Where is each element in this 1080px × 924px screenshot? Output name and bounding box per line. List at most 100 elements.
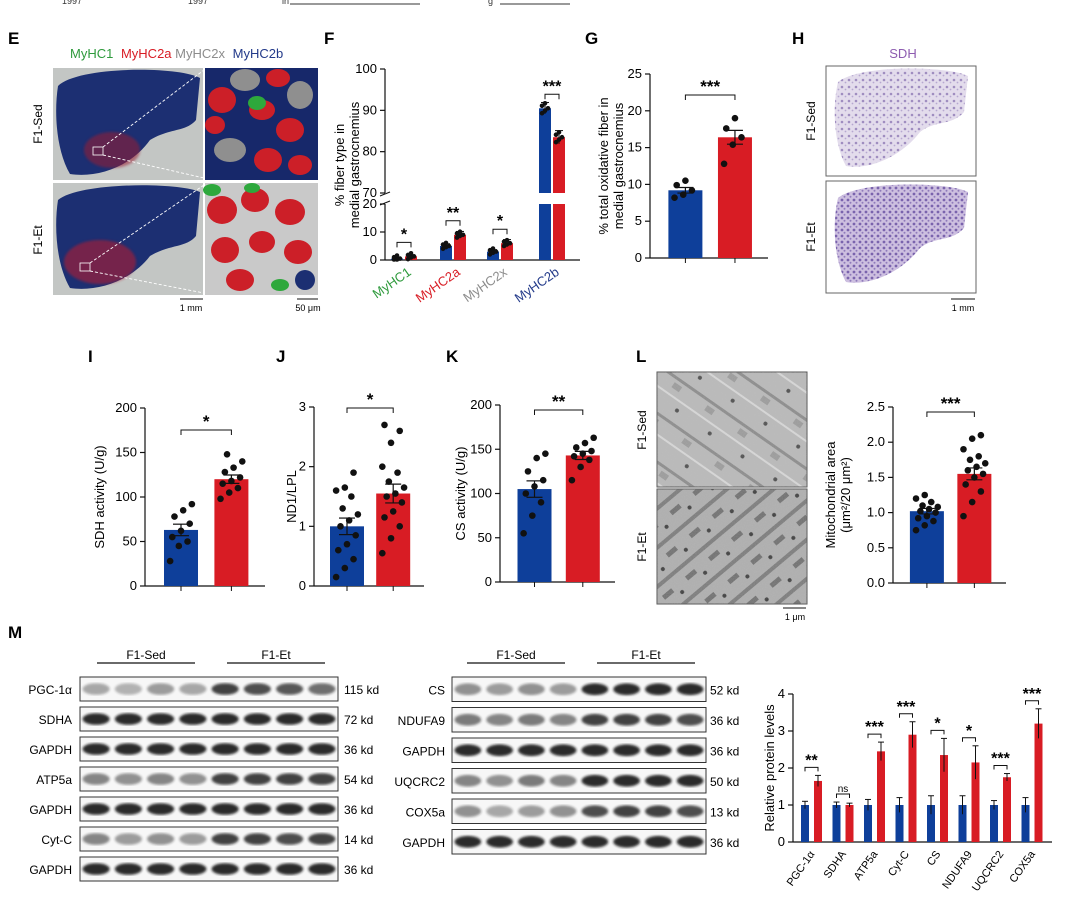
blot-left-et-label: F1-Et (261, 648, 291, 662)
x-tick-label: ATP5a (852, 848, 881, 882)
y-axis-label: CS activity (U/g) (453, 447, 468, 541)
data-point (332, 487, 340, 494)
fiber (214, 138, 246, 162)
blot-band (179, 833, 207, 845)
blot-band (454, 805, 482, 818)
blot-band (276, 803, 304, 815)
data-point (341, 564, 349, 572)
data-point (524, 468, 532, 475)
significance-label: *** (897, 699, 916, 716)
bar-MyHC2x-F1-Sed (487, 251, 499, 260)
y-axis-label: % total oxidative fiber inmedial gastroc… (596, 97, 626, 234)
data-point (341, 484, 349, 491)
fiber (207, 196, 237, 224)
blot-band (114, 833, 142, 845)
blot-right-et-label: F1-Et (631, 648, 661, 662)
data-point (964, 467, 972, 474)
y-axis-label-line: CS activity (U/g) (453, 447, 468, 541)
y-tick-label: 25 (628, 66, 642, 81)
x-tick-label: SDHA (822, 848, 850, 880)
blot-band (211, 773, 239, 785)
data-point (493, 249, 499, 254)
bar-MyHC2b-F1-Sed (539, 108, 551, 193)
data-point (590, 434, 597, 442)
blot-band (676, 835, 704, 848)
y-tick-label: 20 (363, 196, 377, 211)
panel-L-images: L F1-Sed F1-Et 1 μm (635, 347, 808, 622)
data-point (960, 445, 967, 453)
significance-label: * (966, 723, 973, 740)
blot-band (308, 833, 336, 845)
panel-L-row-et: F1-Et (635, 532, 649, 562)
blot-band (276, 713, 304, 725)
y-tick-label: 200 (470, 397, 492, 412)
data-point (457, 229, 463, 235)
sdh-sed-section (834, 68, 968, 167)
data-point (971, 474, 978, 481)
significance-bracket (492, 228, 508, 235)
blot-band (243, 713, 271, 725)
data-point (387, 439, 395, 447)
x-tick-label: MyHC2x (460, 264, 510, 305)
y-axis-label: Relative protein levels (762, 704, 777, 832)
blot-band (581, 835, 609, 848)
bar-CS-F1-Sed (927, 805, 935, 842)
blot-band (114, 683, 142, 695)
data-point (221, 468, 229, 476)
data-point (379, 549, 386, 557)
blot-band (676, 805, 704, 818)
fiber (203, 184, 221, 196)
blot-band (147, 773, 175, 785)
y-tick-label: 150 (470, 441, 492, 456)
panel-H: H SDH F1-Sed F1-Et 1 mm (792, 29, 977, 313)
ihc-et-red-cluster (64, 240, 136, 284)
panel-H-letter: H (792, 29, 804, 48)
data-point (460, 232, 466, 238)
data-point (217, 495, 224, 503)
data-point (966, 456, 974, 464)
blot-kd: 54 kd (344, 773, 373, 787)
data-point (230, 464, 237, 471)
data-point (234, 484, 242, 492)
bar-NDUFA9-F1-Et (971, 762, 980, 842)
blot-label: PGC-1α (28, 683, 72, 697)
significance-bracket (836, 793, 850, 799)
fiber (271, 279, 289, 291)
blot-band (211, 863, 239, 875)
data-point (588, 447, 595, 455)
significance-label: ** (447, 205, 460, 222)
chart-L: L0.00.51.01.52.02.5***Mitochondrial area… (823, 394, 1006, 590)
blot-band (518, 713, 545, 726)
x-tick-label: MyHC1 (370, 264, 414, 301)
ihc-sed-zoom-box (92, 146, 104, 156)
bar-F1-Sed (909, 511, 944, 583)
ihc-et-zoom-line-1 (89, 184, 205, 264)
bar-SDHA-F1-Sed (832, 805, 841, 842)
data-point (219, 480, 226, 487)
chart-K: K 0 50 100 150 200 ** CS activity (U/g) (446, 347, 615, 589)
y-axis-label: SDH activity (U/g) (92, 445, 107, 548)
blot-band (179, 743, 207, 755)
y-tick-label: 3 (299, 399, 306, 414)
data-point (166, 557, 174, 565)
y-axis-label: Mitochondrial area(μm²/20 μm²) (823, 441, 853, 549)
data-point (720, 160, 728, 168)
significance-label: * (367, 390, 374, 409)
fiber (295, 270, 315, 290)
data-point (545, 105, 551, 111)
data-point (345, 517, 353, 524)
blot-band (549, 744, 577, 757)
blot-band (518, 683, 545, 696)
data-point (348, 493, 355, 500)
data-point (350, 469, 357, 476)
y-tick-label: 0 (130, 578, 137, 593)
blot-band (114, 773, 142, 785)
data-point (539, 476, 547, 484)
blot-band (243, 743, 271, 755)
y-tick-label: 0 (635, 250, 642, 265)
fiber (266, 69, 290, 87)
blot-kd: 13 kd (710, 805, 739, 819)
y-tick-label: 1.5 (867, 469, 885, 484)
bar-COX5a-F1-Sed (1021, 805, 1030, 842)
data-point (586, 456, 593, 464)
